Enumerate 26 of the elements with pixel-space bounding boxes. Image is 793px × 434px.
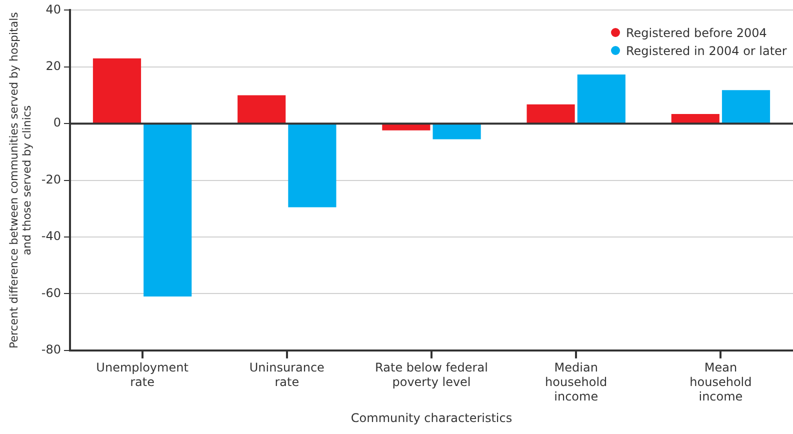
- x-axis-title: Community characteristics: [350, 410, 512, 425]
- y-tick-label: 20: [46, 59, 61, 74]
- bar: [144, 124, 192, 297]
- bar: [526, 104, 575, 124]
- bar: [671, 114, 720, 124]
- bar: [288, 124, 336, 208]
- y-tick-label: 0: [53, 116, 61, 130]
- x-tick-label: Mean household income: [690, 360, 752, 404]
- legend-label: Registered in 2004 or later: [625, 43, 787, 60]
- y-tick-label: -80: [41, 342, 61, 357]
- x-tick-label: Unemployment rate: [96, 360, 189, 390]
- bar: [238, 95, 286, 124]
- y-axis-title: Percent difference between communities served by hospitals and those served by clinics: [7, 12, 34, 348]
- x-tick-label: Median household income: [545, 360, 608, 404]
- x-tick-label: Uninsurance rate: [249, 360, 324, 390]
- y-tick-label: -20: [41, 172, 61, 186]
- bar: [577, 74, 626, 124]
- legend-label: Registered before 2004: [625, 25, 768, 42]
- bar: [722, 90, 770, 124]
- bar: [432, 124, 481, 140]
- x-tick-label: Rate below federal poverty level: [375, 360, 488, 390]
- bar: [382, 124, 430, 130]
- bar: [92, 58, 142, 124]
- y-tick-label: -40: [41, 229, 61, 244]
- y-tick-label: 40: [46, 2, 61, 16]
- y-tick-label: -60: [41, 286, 61, 300]
